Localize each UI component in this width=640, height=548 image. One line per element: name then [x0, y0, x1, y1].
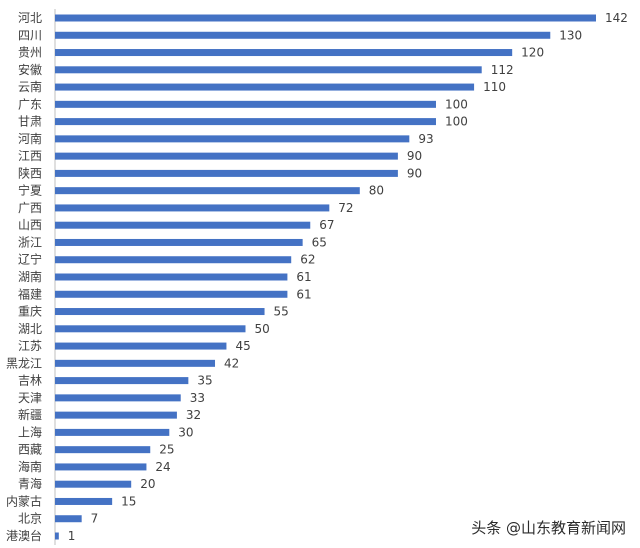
bar: [55, 480, 132, 488]
value-label: 80: [369, 184, 384, 198]
value-label: 55: [274, 305, 289, 319]
bar: [55, 187, 360, 195]
value-label: 25: [159, 443, 174, 457]
category-label: 江西: [18, 149, 42, 163]
bar: [55, 394, 181, 402]
category-label: 广西: [18, 201, 42, 215]
bar: [55, 532, 59, 540]
value-label: 35: [197, 374, 212, 388]
bar: [55, 31, 551, 39]
category-label: 甘肃: [18, 115, 42, 129]
value-label: 67: [319, 218, 334, 232]
category-label: 西藏: [18, 443, 42, 457]
bar: [55, 152, 398, 160]
bar: [55, 66, 482, 74]
category-label: 天津: [18, 391, 42, 405]
value-label: 112: [491, 63, 514, 77]
category-label: 河南: [18, 131, 42, 146]
bar: [55, 256, 292, 264]
value-label: 7: [91, 512, 99, 526]
value-label: 93: [418, 132, 433, 146]
value-label: 42: [224, 356, 239, 370]
bar: [55, 446, 151, 454]
category-label: 湖北: [18, 321, 42, 336]
value-label: 110: [483, 80, 506, 94]
category-label: 四川: [18, 28, 42, 42]
bar: [55, 325, 246, 333]
category-label: 吉林: [18, 374, 42, 388]
bar: [55, 359, 216, 367]
bar: [55, 463, 147, 471]
category-label: 青海: [18, 476, 42, 491]
bars: [55, 14, 596, 540]
category-label: 海南: [18, 459, 42, 474]
value-label: 100: [445, 115, 468, 129]
value-label: 1: [68, 529, 76, 543]
category-label: 江苏: [18, 339, 42, 353]
value-label: 45: [235, 339, 250, 353]
category-label: 陕西: [18, 165, 42, 180]
category-label: 浙江: [18, 235, 42, 249]
category-label: 安徽: [18, 62, 42, 77]
value-label: 142: [605, 11, 628, 25]
value-label: 30: [178, 425, 193, 439]
category-label: 北京: [18, 512, 42, 526]
value-label: 90: [407, 149, 422, 163]
value-label: 90: [407, 166, 422, 180]
value-label: 61: [296, 287, 311, 301]
bar: [55, 135, 410, 143]
value-label: 50: [254, 322, 269, 336]
bar: [55, 497, 113, 505]
category-label: 河北: [18, 11, 42, 25]
bar: [55, 221, 311, 229]
bar: [55, 204, 330, 212]
category-label: 上海: [18, 424, 42, 439]
category-label: 山西: [18, 218, 42, 232]
category-label: 重庆: [18, 305, 42, 319]
value-label: 72: [338, 201, 353, 215]
category-label: 湖南: [18, 269, 42, 284]
category-label: 福建: [18, 286, 42, 301]
value-label: 65: [312, 235, 327, 249]
bar: [55, 411, 177, 419]
bar: [55, 169, 398, 177]
bar: [55, 118, 436, 126]
category-labels: 河北四川贵州安徽云南广东甘肃河南江西陕西宁夏广西山西浙江辽宁湖南福建重庆湖北江苏…: [6, 11, 42, 543]
value-label: 32: [186, 408, 201, 422]
value-label: 61: [296, 270, 311, 284]
value-label: 62: [300, 253, 315, 267]
bar: [55, 290, 288, 298]
bar: [55, 428, 170, 436]
bar: [55, 100, 436, 108]
bar: [55, 83, 475, 91]
value-label: 120: [521, 46, 544, 60]
category-label: 广东: [18, 97, 42, 111]
watermark-text: 头条 @山东教育新闻网: [471, 519, 626, 537]
value-label: 33: [190, 391, 205, 405]
bar: [55, 515, 82, 523]
value-label: 100: [445, 97, 468, 111]
category-label: 新疆: [18, 407, 42, 422]
bar: [55, 14, 596, 22]
bar: [55, 49, 513, 57]
category-label: 云南: [18, 79, 42, 94]
value-label: 24: [155, 460, 170, 474]
value-labels: 1421301201121101001009390908072676562616…: [68, 11, 628, 543]
bar: [55, 342, 227, 350]
bar: [55, 377, 189, 385]
category-label: 贵州: [18, 46, 42, 60]
category-label: 辽宁: [18, 252, 42, 267]
category-label: 港澳台: [6, 528, 42, 543]
value-label: 130: [559, 28, 582, 42]
category-label: 内蒙古: [6, 493, 42, 508]
bar: [55, 273, 288, 281]
value-label: 15: [121, 494, 136, 508]
category-label: 宁夏: [18, 183, 42, 198]
category-label: 黑龙江: [6, 356, 42, 370]
bar: [55, 308, 265, 316]
bar: [55, 238, 303, 246]
value-label: 20: [140, 477, 155, 491]
